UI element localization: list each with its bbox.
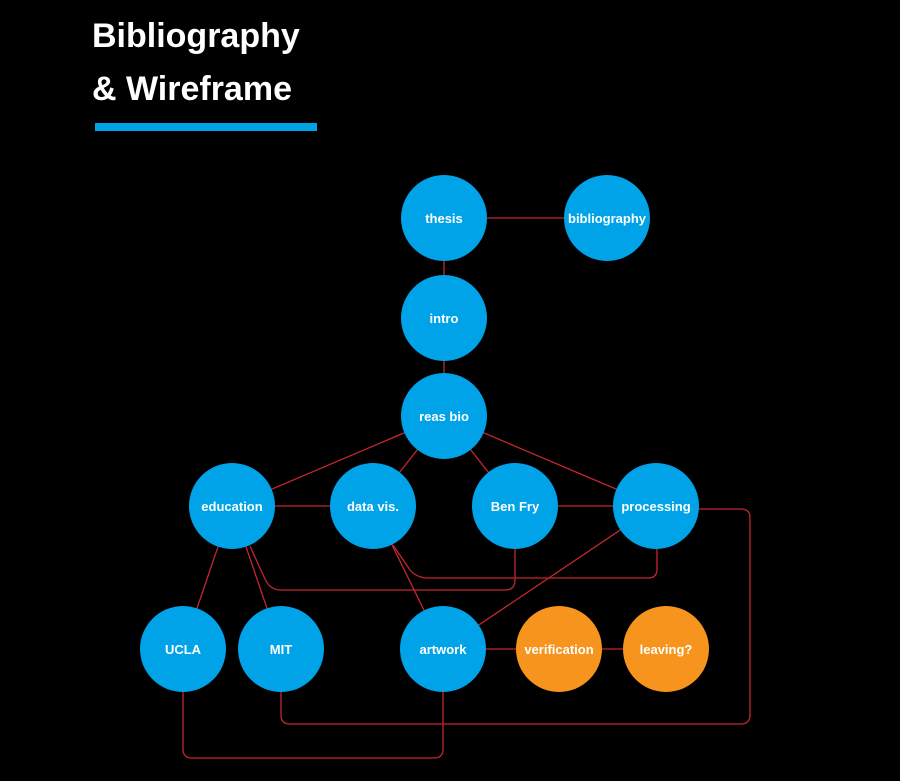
node-circle (623, 606, 709, 692)
node-data-vis[interactable]: data vis. (330, 463, 416, 549)
node-circle (564, 175, 650, 261)
edge-ucla-to-artwork (182, 692, 444, 759)
node-label: verification (524, 642, 593, 657)
node-label: bibliography (568, 211, 647, 226)
node-label: intro (430, 311, 459, 326)
node-thesis[interactable]: thesis (401, 175, 487, 261)
node-label: thesis (425, 211, 463, 226)
node-bibliography[interactable]: bibliography (564, 175, 650, 261)
node-circle (472, 463, 558, 549)
node-processing[interactable]: processing (613, 463, 699, 549)
page-title-line-2: & Wireframe (92, 70, 292, 108)
node-circle (189, 463, 275, 549)
node-circle (401, 373, 487, 459)
nodes-layer: thesis bibliography intro reas bio education… (140, 175, 709, 692)
title-underline (95, 123, 317, 131)
node-leaving[interactable]: leaving? (623, 606, 709, 692)
edge-education-to-ben-fry (249, 545, 516, 591)
node-verification[interactable]: verification (516, 606, 602, 692)
node-label: Ben Fry (491, 499, 540, 514)
node-label: reas bio (419, 409, 469, 424)
node-circle (400, 606, 486, 692)
edge-mit-to-processing (280, 508, 751, 725)
node-circle (613, 463, 699, 549)
node-circle (330, 463, 416, 549)
node-artwork[interactable]: artwork (400, 606, 486, 692)
node-ben-fry[interactable]: Ben Fry (472, 463, 558, 549)
node-label: education (201, 499, 262, 514)
node-label: UCLA (165, 642, 202, 657)
node-circle (401, 275, 487, 361)
page-title-line-1: Bibliography (92, 17, 300, 55)
node-intro[interactable]: intro (401, 275, 487, 361)
node-label: leaving? (640, 642, 693, 657)
node-label: data vis. (347, 499, 399, 514)
node-reas-bio[interactable]: reas bio (401, 373, 487, 459)
node-mit[interactable]: MIT (238, 606, 324, 692)
node-circle (516, 606, 602, 692)
node-circle (140, 606, 226, 692)
node-ucla[interactable]: UCLA (140, 606, 226, 692)
node-circle (238, 606, 324, 692)
node-label: MIT (270, 642, 292, 657)
node-label: processing (621, 499, 690, 514)
edge-data-vis-to-processing (392, 544, 658, 579)
node-circle (401, 175, 487, 261)
node-label: artwork (420, 642, 468, 657)
node-education[interactable]: education (189, 463, 275, 549)
